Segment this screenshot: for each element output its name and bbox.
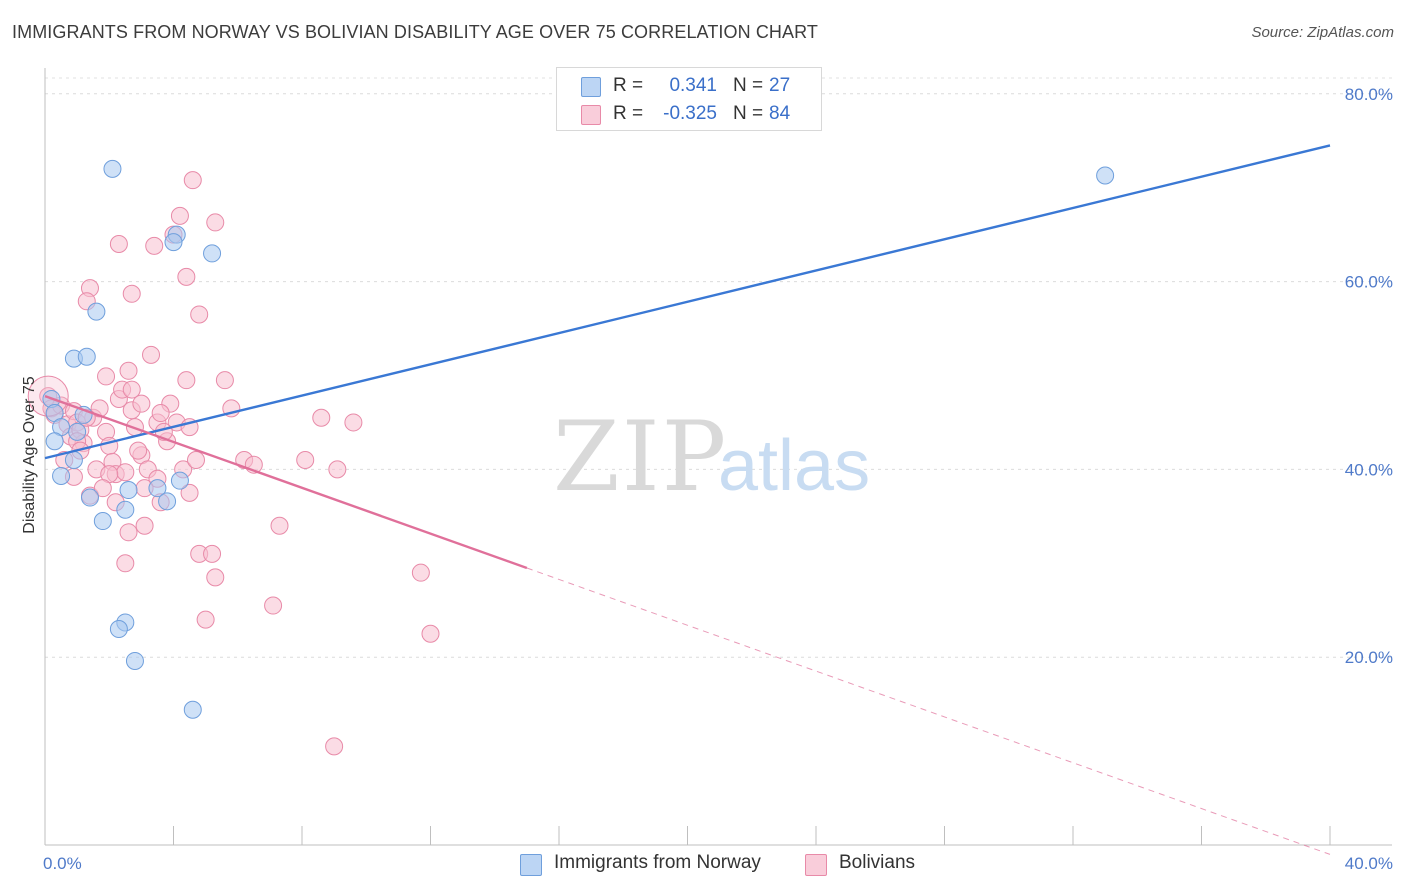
bolivians-point: [122, 380, 141, 399]
watermark-atlas: atlas: [718, 426, 870, 506]
bolivians-point: [132, 394, 151, 413]
bolivians-point: [145, 236, 164, 255]
bolivians-trend-extension: [526, 567, 1331, 855]
bolivians-trend-line: [44, 395, 528, 570]
y-tick-label: 80.0%: [1345, 85, 1393, 104]
bolivians-point: [344, 413, 363, 432]
legend-row-norway: R = 0.341 N = 27: [557, 72, 821, 100]
bolivians-point: [177, 267, 196, 286]
trend-lines: [44, 144, 1331, 855]
grid-lines: [45, 77, 1392, 658]
bolivians-point: [142, 345, 161, 364]
bolivians-point: [186, 451, 205, 469]
norway-point: [164, 233, 183, 252]
bolivians-point: [177, 371, 196, 390]
bolivians-point: [180, 483, 199, 502]
bolivians-point: [183, 171, 202, 190]
bolivians-point: [190, 305, 209, 324]
bolivians-point: [119, 361, 138, 380]
bolivians-point: [203, 544, 222, 563]
y-tick-label: 40.0%: [1345, 460, 1393, 479]
norway-point: [109, 620, 128, 639]
norway-point: [68, 422, 87, 441]
legend-n-value: 27: [769, 75, 791, 96]
bolivians-point: [264, 596, 283, 615]
chart-title: IMMIGRANTS FROM NORWAY VS BOLIVIAN DISAB…: [12, 22, 818, 42]
norway-point: [125, 651, 144, 670]
norway-point: [64, 451, 83, 469]
bottom-legend-label-bolivians: Bolivians: [839, 852, 916, 873]
bolivians-point: [206, 213, 225, 232]
legend-r-value: 0.341: [669, 75, 717, 96]
bolivians-point: [116, 554, 135, 573]
axes: 20.0% 40.0% 60.0% 80.0% 0.0% 40.0%: [43, 68, 1393, 873]
norway-point: [80, 488, 99, 507]
bolivians-point: [328, 460, 347, 479]
norway-point: [45, 432, 64, 451]
bolivians-point: [170, 206, 189, 225]
bottom-legend-swatch-bolivians: [805, 854, 827, 876]
x-tick-label-max: 40.0%: [1345, 854, 1393, 873]
norway-point: [203, 244, 222, 263]
norway-point: [77, 347, 96, 366]
bolivians-point: [312, 408, 331, 427]
bolivians-point: [119, 523, 138, 542]
legend-swatch-bolivians: [581, 105, 601, 125]
legend-r-label: R =: [613, 103, 644, 124]
y-axis-title: Disability Age Over 75: [21, 376, 38, 534]
bottom-legend-swatch-norway: [520, 854, 542, 876]
x-tick-label-min: 0.0%: [43, 854, 82, 873]
chart-source: Source: ZipAtlas.com: [1251, 24, 1394, 41]
norway-point: [116, 500, 135, 519]
norway-point: [148, 479, 167, 498]
legend-r-label: R =: [613, 75, 644, 96]
bolivians-point: [325, 737, 344, 756]
norway-trend-line: [44, 144, 1331, 460]
bolivians-point: [129, 441, 148, 460]
bolivians-point: [206, 568, 225, 587]
bolivians-point: [116, 463, 135, 482]
legend-row-bolivians: R = -0.325 N = 84: [557, 100, 821, 128]
watermark-zip: ZIP: [553, 401, 728, 513]
bottom-legend-label-norway: Immigrants from Norway: [554, 852, 761, 873]
bolivians-point: [421, 624, 440, 643]
legend-r-value: -0.325: [663, 103, 717, 124]
y-tick-label: 20.0%: [1345, 648, 1393, 667]
legend-n-label: N =: [733, 103, 764, 124]
bolivians-point: [93, 479, 112, 498]
bolivians-point: [215, 371, 234, 390]
norway-point: [1096, 166, 1115, 185]
norway-point: [93, 512, 112, 531]
bolivians-point: [122, 284, 141, 303]
bolivians-point: [296, 451, 315, 469]
norway-point: [158, 492, 177, 511]
norway-point: [119, 481, 138, 500]
norway-point: [52, 466, 71, 485]
bolivians-point: [411, 563, 430, 582]
bolivians-point: [135, 516, 154, 535]
y-tick-label: 60.0%: [1345, 273, 1393, 292]
bolivians-point: [151, 404, 170, 423]
bolivians-point: [270, 516, 289, 535]
bolivians-point: [196, 610, 215, 629]
legend-n-label: N =: [733, 75, 764, 96]
norway-point: [170, 471, 189, 490]
legend-swatch-norway: [581, 77, 601, 97]
norway-point: [103, 159, 122, 178]
legend-n-value: 84: [769, 103, 791, 124]
norway-point: [87, 302, 106, 321]
norway-point: [183, 700, 202, 719]
bolivians-point: [97, 367, 116, 386]
bolivians-point: [109, 235, 128, 254]
correlation-legend: R = 0.341 N = 27 R = -0.325 N = 84: [556, 67, 822, 131]
